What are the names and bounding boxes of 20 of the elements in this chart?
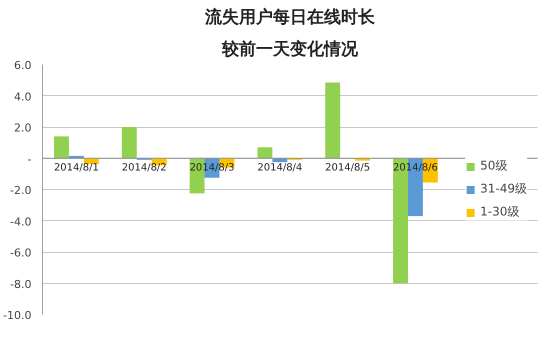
chart-subtitle: 较前一天变化情况 — [221, 40, 359, 60]
y-tick-label: -2.0 — [10, 184, 32, 197]
y-tick-label: -8.0 — [10, 278, 32, 291]
x-tick-label: 2014/8/2 — [122, 162, 167, 174]
x-tick-label: 2014/8/4 — [257, 162, 302, 174]
y-tick-label: 2.0 — [14, 122, 32, 134]
y-tick-label: -4.0 — [10, 215, 32, 228]
x-tick-label: 2014/8/6 — [392, 162, 438, 174]
legend-label: 50级 — [480, 158, 508, 174]
y-tick-label: 6.0 — [14, 59, 32, 72]
y-tick-label: -10.0 — [3, 309, 32, 322]
x-tick-label: 2014/8/5 — [325, 162, 370, 174]
y-tick-label: - — [28, 152, 32, 166]
y-tick-label: -6.0 — [10, 246, 32, 260]
x-tick-label: 2014/8/1 — [54, 162, 99, 174]
y-tick-label: 4.0 — [14, 90, 32, 104]
chart-title: 流失用户每日在线时长 — [204, 8, 376, 28]
x-tick-label: 2014/8/3 — [190, 162, 234, 174]
legend-label: 31-49级 — [480, 180, 527, 198]
legend-label: 1-30级 — [480, 204, 520, 220]
